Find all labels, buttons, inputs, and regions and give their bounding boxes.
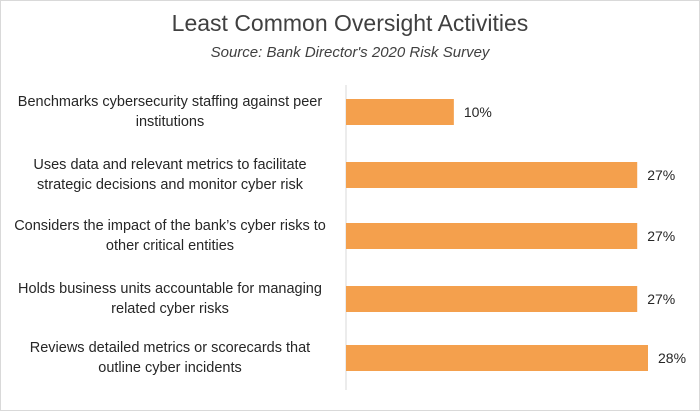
chart-title: Least Common Oversight Activities [171,10,529,36]
category-label-line: strategic decisions and monitor cyber ri… [37,177,303,193]
chart-subtitle: Source: Bank Director's 2020 Risk Survey [210,44,490,61]
bar-3 [346,223,638,249]
data-label-5: 28% [658,350,686,366]
bar-4 [346,286,638,312]
category-label-line: related cyber risks [111,301,229,317]
data-label-4: 27% [647,291,675,307]
category-label-line: Holds business units accountable for man… [18,281,322,297]
category-label-line: Reviews detailed metrics or scorecards t… [29,340,311,356]
data-label-1: 10% [464,104,492,120]
category-label-line: outline cyber incidents [98,360,242,376]
category-label-line: institutions [135,114,205,130]
category-label-1: Benchmarks cybersecurity staffing agains… [5,92,335,132]
data-label-2: 27% [647,167,675,183]
category-label-5: Reviews detailed metrics or scorecards t… [5,338,335,378]
category-label-4: Holds business units accountable for man… [5,279,335,319]
bar-2 [346,162,638,188]
category-label-line: other critical entities [105,238,235,254]
bar-5 [346,345,648,371]
category-label-2: Uses data and relevant metrics to facili… [5,155,335,195]
bar-1 [346,99,454,125]
category-label-line: Considers the impact of the bank’s cyber… [14,218,326,234]
category-label-line: Benchmarks cybersecurity staffing agains… [17,94,323,110]
category-label-3: Considers the impact of the bank’s cyber… [5,216,335,256]
data-label-3: 27% [647,228,675,244]
category-label-line: Uses data and relevant metrics to facili… [33,157,307,173]
